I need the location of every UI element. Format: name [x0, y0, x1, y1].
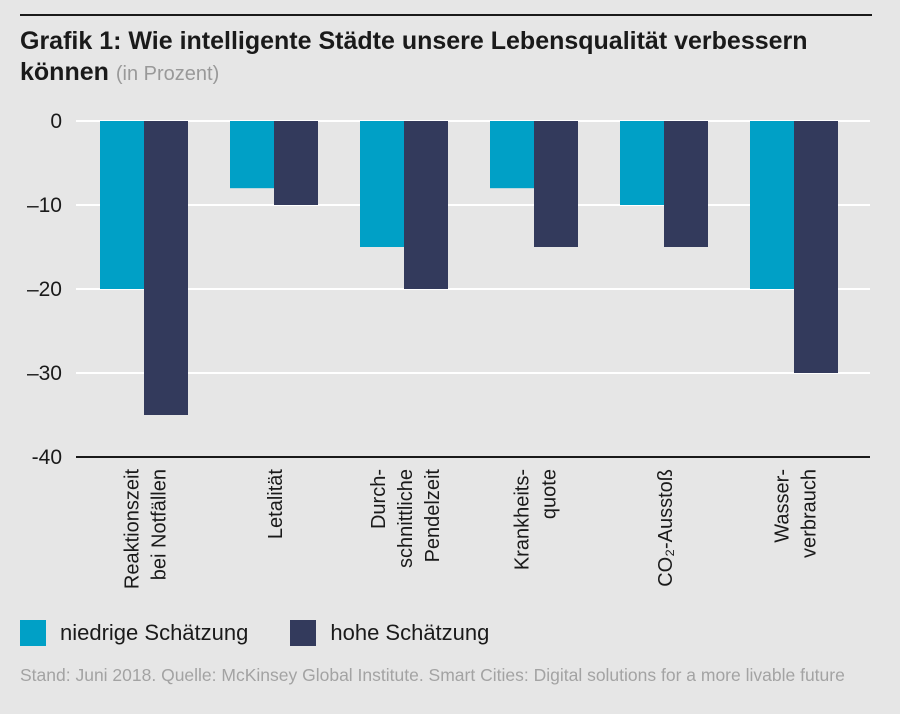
x-category-label: Letalität [265, 469, 287, 539]
y-tick-label: –30 [27, 362, 62, 385]
x-category-label-line: schnittliche [395, 469, 417, 568]
y-tick-label: –10 [27, 194, 62, 217]
x-category-label-line: Pendelzeit [422, 469, 444, 563]
y-tick-label: –20 [27, 278, 62, 301]
y-tick-label: -40 [32, 446, 62, 469]
top-rule [20, 14, 872, 16]
bar-low [230, 121, 274, 189]
legend-swatch-high [290, 620, 317, 646]
chart-subtitle: (in Prozent) [115, 63, 220, 85]
legend-item-low: niedrige Schätzung [20, 620, 248, 646]
legend-label-low: niedrige Schätzung [60, 620, 249, 645]
bar-low [360, 121, 404, 247]
source-note: Stand: Juni 2018. Quelle: McKinsey Globa… [20, 665, 845, 685]
x-category-label-line: Durch- [368, 469, 390, 529]
x-category-label-line: verbrauch [799, 469, 821, 558]
bar-high [534, 121, 578, 247]
x-category-label-line: Reaktionszeit [122, 469, 144, 590]
x-category-label: Wasser-verbrauch [772, 469, 821, 558]
legend: niedrige Schätzung hohe Schätzung [20, 620, 531, 646]
x-category-label-line: Wasser- [772, 469, 794, 543]
bar-low [100, 121, 144, 289]
bar-low [750, 121, 794, 289]
x-category-label-line: CO₂-Ausstoß [655, 469, 677, 587]
x-category-label-line: Krankheits- [512, 469, 534, 570]
x-category-label-line: Letalität [265, 469, 287, 539]
bar-high [664, 121, 708, 247]
chart-title: Grafik 1: Wie intelligente Städte unsere… [20, 26, 880, 90]
bar-chart: 0 –10 –20 –30 -40 Reaktionszeit bei Notfällen L… [27, 110, 870, 590]
legend-swatch-low [20, 620, 46, 646]
title-prefix: Grafik 1: [20, 27, 122, 55]
bar-low [620, 121, 664, 205]
x-category-label: Reaktionszeit bei Notfällen [122, 469, 171, 590]
bar-high [144, 121, 188, 415]
bar-low [490, 121, 534, 189]
y-tick-label: 0 [50, 110, 62, 133]
x-category-label: Durch-schnittliche Pendelzeit [368, 469, 444, 568]
x-category-label: CO₂-Ausstoß [655, 469, 677, 587]
legend-item-high: hohe Schätzung [290, 620, 489, 646]
bar-high [404, 121, 448, 289]
x-category-label-line: quote [539, 469, 561, 519]
bar-high [794, 121, 838, 373]
x-category-label-line: bei Notfällen [149, 469, 171, 580]
legend-label-high: hohe Schätzung [330, 620, 490, 645]
bar-high [274, 121, 318, 205]
x-category-label: Krankheits-quote [512, 469, 561, 570]
title-text: Wie intelligente Städte unsere Lebensqua… [20, 27, 808, 86]
